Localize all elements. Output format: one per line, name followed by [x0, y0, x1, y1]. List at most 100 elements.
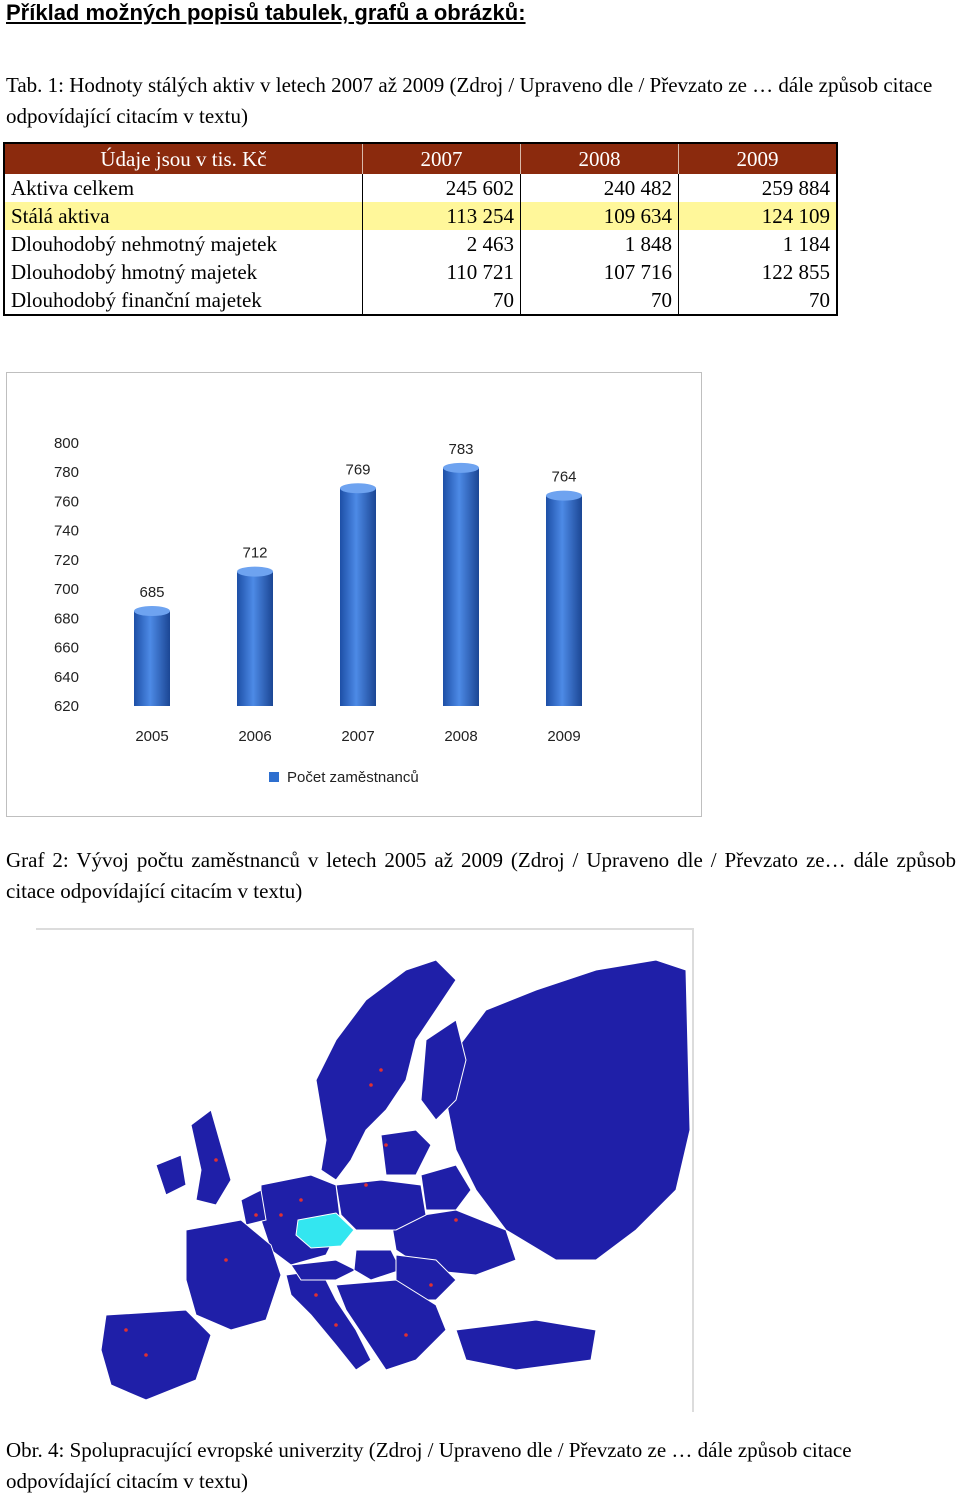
table-cell: 124 109	[678, 202, 837, 230]
y-tick-label: 660	[54, 640, 79, 657]
university-marker	[369, 1083, 373, 1087]
map-finland	[420, 1019, 467, 1121]
map-italy	[285, 1269, 372, 1371]
university-marker	[384, 1143, 388, 1147]
university-marker	[144, 1353, 148, 1357]
table-row: Dlouhodobý hmotný majetek 110 721 107 71…	[4, 258, 837, 286]
row-label: Dlouhodobý nehmotný majetek	[11, 232, 277, 256]
university-markers	[124, 1068, 458, 1357]
map-russia	[445, 959, 691, 1261]
table-cell: 110 721	[362, 258, 521, 286]
table-cell: 113 254	[362, 202, 521, 230]
table-row: Dlouhodobý nehmotný majetek 2 463 1 848 …	[4, 230, 837, 258]
table-header-cell: 2008	[520, 143, 679, 174]
university-marker	[429, 1283, 433, 1287]
bar-cap	[546, 490, 582, 501]
university-marker	[224, 1258, 228, 1262]
table-cell: 240 482	[520, 174, 679, 202]
table-cell: 259 884	[678, 174, 837, 202]
assets-table: Údaje jsou v tis. Kč 2007 2008 2009 Akti…	[3, 142, 838, 316]
table-cell: 107 716	[520, 258, 679, 286]
map-ireland	[155, 1154, 187, 1196]
table-header-row: Údaje jsou v tis. Kč 2007 2008 2009	[4, 143, 837, 174]
bar	[443, 467, 479, 706]
map-austria	[290, 1259, 358, 1281]
row-label: Aktiva celkem	[11, 176, 135, 200]
bar-cap	[134, 606, 170, 617]
x-tick-label: 2008	[444, 728, 477, 745]
x-tick-label: 2007	[341, 728, 374, 745]
university-marker	[124, 1328, 128, 1332]
y-tick-label: 700	[54, 581, 79, 598]
table-cell: 1 848	[520, 230, 679, 258]
university-marker	[454, 1218, 458, 1222]
table-cell: 109 634	[520, 202, 679, 230]
bar-cap	[237, 566, 273, 577]
bar	[237, 571, 273, 706]
map-poland	[335, 1179, 427, 1231]
y-tick-label: 720	[54, 552, 79, 569]
map-czech-republic	[295, 1212, 355, 1249]
table-row: Aktiva celkem 245 602 240 482 259 884	[4, 174, 837, 202]
table-caption: Tab. 1: Hodnoty stálých aktiv v letech 2…	[6, 73, 933, 128]
map-hungary	[353, 1249, 402, 1281]
x-tick-label: 2009	[547, 728, 580, 745]
table-cell: 70	[678, 286, 837, 315]
map-benelux	[240, 1189, 267, 1226]
y-tick-label: 800	[54, 435, 79, 452]
legend-swatch	[269, 772, 279, 782]
table-row: Dlouhodobý finanční majetek 70 70 70	[4, 286, 837, 315]
bar	[340, 488, 376, 706]
data-label: 764	[551, 469, 576, 486]
university-marker	[254, 1213, 258, 1217]
row-label: Dlouhodobý finanční majetek	[11, 288, 262, 312]
bar-cap	[340, 483, 376, 494]
table-cell: 70	[362, 286, 521, 315]
table-cell: 1 184	[678, 230, 837, 258]
y-tick-label: 740	[54, 523, 79, 540]
bar-cap	[443, 462, 479, 473]
y-tick-label: 780	[54, 464, 79, 481]
legend-label: Počet zaměstnanců	[287, 769, 419, 786]
data-label: 712	[242, 545, 267, 562]
university-marker	[279, 1213, 283, 1217]
table-row-highlighted: Stálá aktiva 113 254 109 634 124 109	[4, 202, 837, 230]
table-cell: 245 602	[362, 174, 521, 202]
data-label: 769	[345, 461, 370, 478]
y-tick-label: 760	[54, 493, 79, 510]
university-marker	[214, 1158, 218, 1162]
europe-map-icon	[100, 959, 691, 1401]
university-marker	[364, 1183, 368, 1187]
university-marker	[314, 1293, 318, 1297]
table-cell: 2 463	[362, 230, 521, 258]
table-header-cell: 2009	[678, 143, 837, 174]
row-label: Stálá aktiva	[4, 202, 363, 230]
university-marker	[379, 1068, 383, 1072]
table-header-cell: 2007	[362, 143, 521, 174]
chart-canvas: 620 640 660 680 700 720 740 760 780 800 685 2005 712…	[54, 435, 582, 786]
data-label: 783	[448, 441, 473, 458]
map-balkans	[335, 1279, 447, 1371]
page-heading: Příklad možných popisů tabulek, grafů a …	[6, 0, 526, 25]
data-label: 685	[139, 584, 164, 601]
row-label: Dlouhodobý hmotný majetek	[11, 260, 258, 284]
employees-chart: 620 640 660 680 700 720 740 760 780 800 685 2005 712…	[6, 372, 702, 817]
university-marker	[334, 1323, 338, 1327]
map-belarus	[420, 1164, 472, 1211]
table-cell: 122 855	[678, 258, 837, 286]
map-iberia	[100, 1309, 212, 1401]
y-tick-label: 640	[54, 669, 79, 686]
x-tick-label: 2005	[135, 728, 168, 745]
map-turkey	[455, 1319, 597, 1371]
map-uk	[190, 1109, 232, 1206]
table-header-cell: Údaje jsou v tis. Kč	[4, 143, 363, 174]
university-marker	[299, 1198, 303, 1202]
bar	[134, 611, 170, 706]
table-cell: 70	[520, 286, 679, 315]
chart-caption: Graf 2: Vývoj počtu zaměstnanců v letech…	[6, 848, 956, 903]
university-marker	[404, 1333, 408, 1337]
x-tick-label: 2006	[238, 728, 271, 745]
map-caption: Obr. 4: Spolupracující evropské univerzi…	[6, 1438, 852, 1493]
map-baltics	[380, 1129, 432, 1176]
map-france	[185, 1219, 282, 1331]
